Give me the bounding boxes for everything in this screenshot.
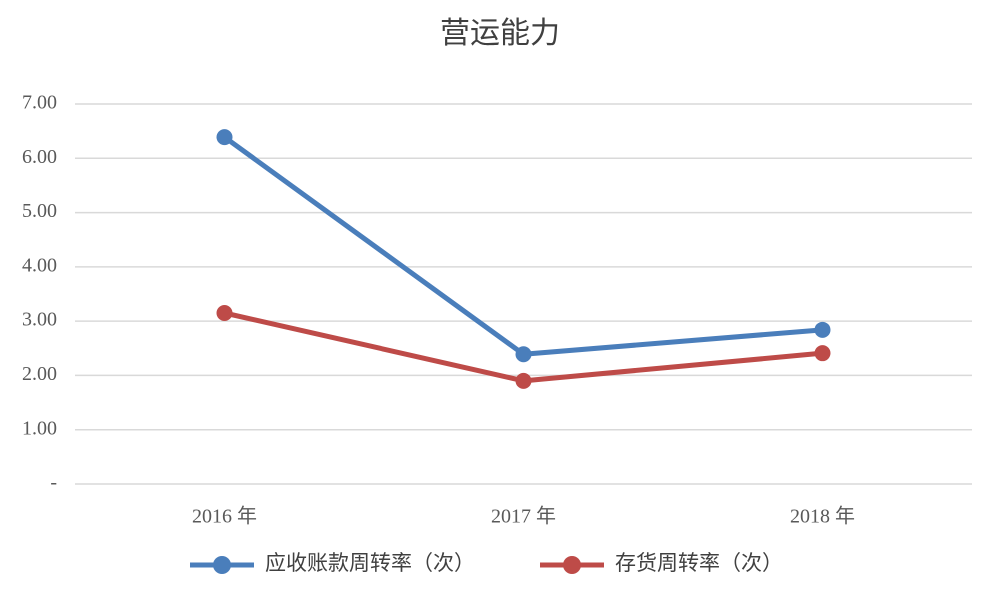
y-tick-label: 1.00 <box>22 417 57 439</box>
data-point <box>216 305 233 321</box>
legend-label: 应收账款周转率（次） <box>265 551 475 575</box>
data-point <box>216 129 233 146</box>
x-tick-label: 2016 年 <box>192 505 257 528</box>
y-tick-label: - <box>50 472 57 494</box>
legend-marker <box>563 556 581 574</box>
legend-marker <box>213 556 231 574</box>
data-point <box>814 345 831 362</box>
chart-title: 营运能力 <box>440 17 560 50</box>
data-point <box>814 321 831 338</box>
y-tick-label: 7.00 <box>22 92 57 114</box>
y-tick-label: 3.00 <box>22 309 57 331</box>
data-point <box>515 372 532 389</box>
x-tick-label: 2017 年 <box>491 505 556 528</box>
data-point <box>515 346 532 363</box>
y-tick-label: 6.00 <box>22 146 57 168</box>
y-tick-label: 2.00 <box>22 363 57 385</box>
x-tick-label: 2018 年 <box>790 505 855 528</box>
y-tick-label: 4.00 <box>22 254 57 276</box>
legend-label: 存货周转率（次） <box>615 551 783 575</box>
y-tick-label: 5.00 <box>22 200 57 222</box>
